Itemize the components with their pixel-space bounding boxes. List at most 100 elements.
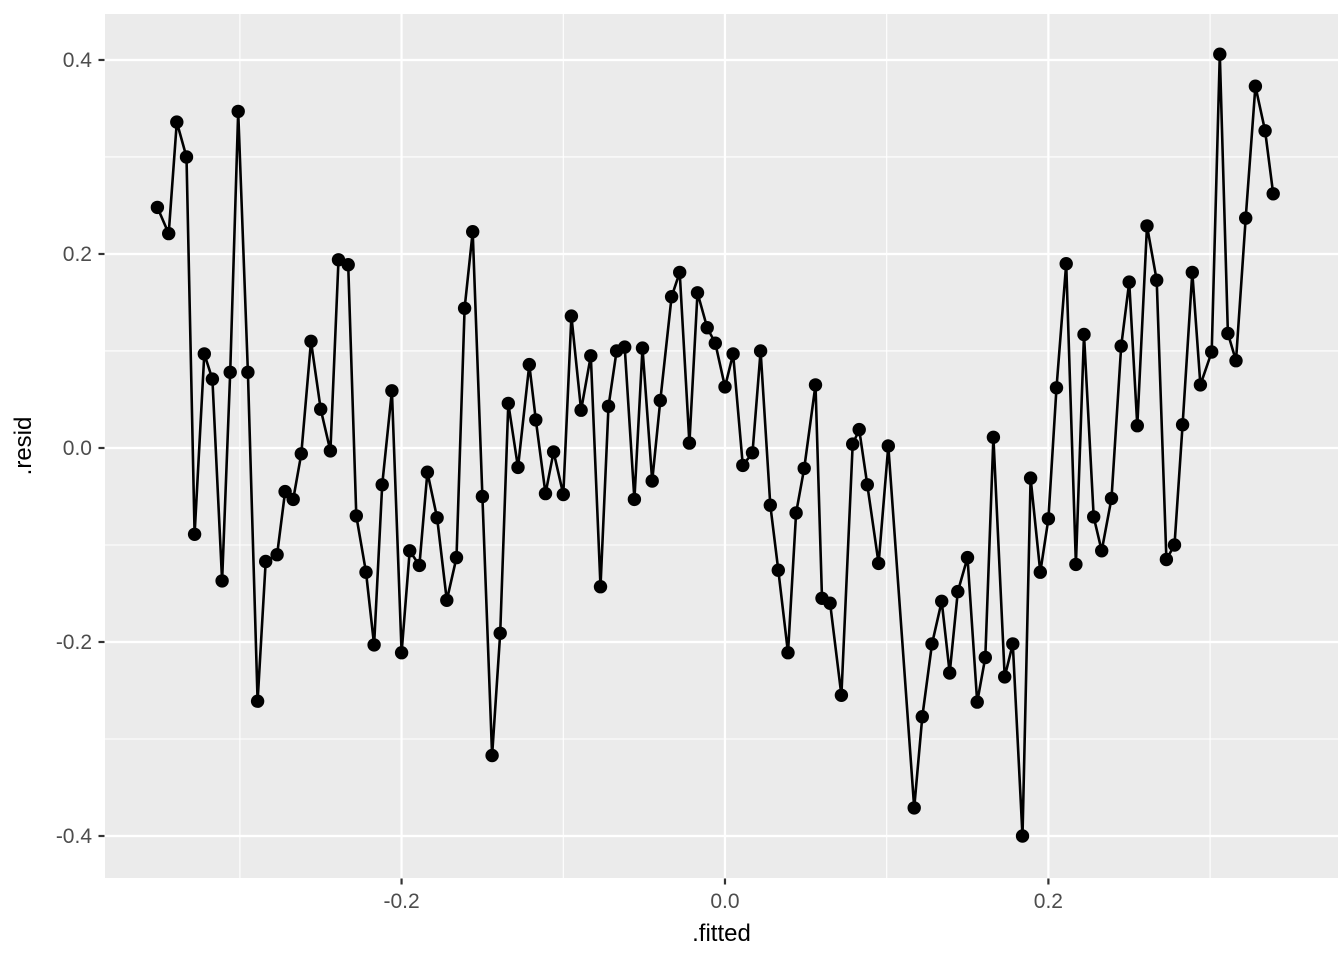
data-point bbox=[645, 474, 659, 488]
data-point bbox=[323, 444, 338, 458]
data-point bbox=[763, 498, 777, 512]
x-tick-label: -0.2 bbox=[383, 890, 419, 913]
data-point bbox=[1185, 265, 1200, 280]
data-point bbox=[823, 596, 837, 610]
data-point bbox=[466, 225, 480, 239]
data-point bbox=[259, 554, 273, 569]
data-point bbox=[951, 584, 965, 599]
data-point bbox=[593, 580, 608, 594]
data-point bbox=[1059, 257, 1073, 271]
data-point bbox=[250, 694, 265, 708]
data-point bbox=[736, 458, 750, 473]
data-point bbox=[1041, 512, 1056, 526]
data-point bbox=[187, 527, 202, 541]
data-point bbox=[546, 445, 561, 459]
data-point bbox=[970, 695, 984, 709]
data-point bbox=[907, 801, 921, 815]
data-point bbox=[430, 511, 444, 525]
data-point bbox=[294, 447, 308, 461]
data-point bbox=[286, 492, 300, 507]
data-point bbox=[700, 321, 714, 335]
data-point bbox=[197, 347, 211, 361]
data-point bbox=[797, 461, 811, 476]
data-point bbox=[457, 301, 472, 315]
data-point bbox=[215, 574, 229, 588]
data-point bbox=[349, 509, 363, 523]
data-point bbox=[420, 465, 435, 479]
data-point bbox=[511, 460, 525, 475]
data-point bbox=[394, 646, 409, 660]
data-point bbox=[314, 402, 328, 416]
data-point bbox=[205, 372, 220, 386]
data-point bbox=[584, 349, 598, 363]
data-point bbox=[1266, 187, 1280, 201]
data-point bbox=[635, 341, 650, 355]
data-point bbox=[978, 650, 992, 665]
data-point bbox=[808, 378, 823, 392]
data-point bbox=[726, 347, 740, 361]
data-point bbox=[781, 646, 795, 660]
y-tick-label: -0.4 bbox=[56, 825, 93, 848]
data-point bbox=[412, 558, 427, 573]
data-point bbox=[745, 446, 760, 460]
data-point bbox=[223, 365, 237, 379]
data-point bbox=[574, 403, 588, 417]
data-point bbox=[618, 340, 632, 354]
data-point bbox=[1114, 339, 1128, 353]
data-point bbox=[1258, 124, 1272, 138]
data-point bbox=[529, 413, 543, 427]
data-point bbox=[1015, 829, 1030, 843]
data-point bbox=[1006, 637, 1020, 651]
data-point bbox=[627, 492, 642, 507]
data-point bbox=[1122, 275, 1136, 289]
data-point bbox=[270, 548, 284, 562]
data-point bbox=[753, 344, 768, 358]
data-point bbox=[501, 396, 515, 411]
data-point bbox=[690, 286, 705, 300]
data-point bbox=[1175, 418, 1190, 432]
data-point bbox=[881, 439, 895, 453]
data-point bbox=[1150, 273, 1164, 287]
data-point bbox=[1221, 326, 1235, 341]
data-point bbox=[475, 489, 490, 504]
data-point bbox=[231, 104, 245, 119]
data-point bbox=[1033, 565, 1048, 579]
x-tick-label: 0.2 bbox=[1034, 890, 1063, 913]
data-point bbox=[718, 380, 732, 394]
x-tick-label: 0.0 bbox=[710, 890, 739, 913]
data-point bbox=[1140, 219, 1154, 233]
data-point bbox=[162, 226, 176, 241]
data-point bbox=[846, 437, 860, 451]
data-point bbox=[564, 309, 579, 323]
data-point bbox=[150, 200, 165, 215]
y-tick-label: 0.0 bbox=[63, 437, 92, 460]
x-axis-title: .fitted bbox=[692, 920, 751, 947]
data-point bbox=[1213, 47, 1227, 61]
data-point bbox=[682, 436, 697, 450]
data-point bbox=[673, 265, 687, 280]
data-point bbox=[1159, 552, 1174, 567]
data-point bbox=[943, 666, 957, 680]
y-tick-label: 0.4 bbox=[63, 49, 93, 72]
y-tick-label: -0.2 bbox=[56, 631, 92, 654]
data-point bbox=[359, 565, 373, 579]
data-point bbox=[1095, 544, 1109, 558]
data-point bbox=[241, 365, 255, 379]
data-point bbox=[170, 115, 184, 129]
data-point bbox=[1069, 557, 1083, 572]
data-point bbox=[771, 563, 785, 577]
plot-panel bbox=[105, 14, 1338, 878]
data-point bbox=[1193, 378, 1208, 392]
data-point bbox=[708, 336, 722, 350]
data-point bbox=[1049, 381, 1064, 395]
y-tick-label: 0.2 bbox=[63, 243, 92, 266]
data-point bbox=[493, 626, 507, 640]
data-point bbox=[1087, 510, 1101, 524]
data-point bbox=[1077, 327, 1091, 342]
data-point bbox=[653, 393, 667, 408]
data-point bbox=[960, 550, 975, 565]
data-point bbox=[925, 637, 939, 651]
data-point bbox=[385, 384, 399, 398]
